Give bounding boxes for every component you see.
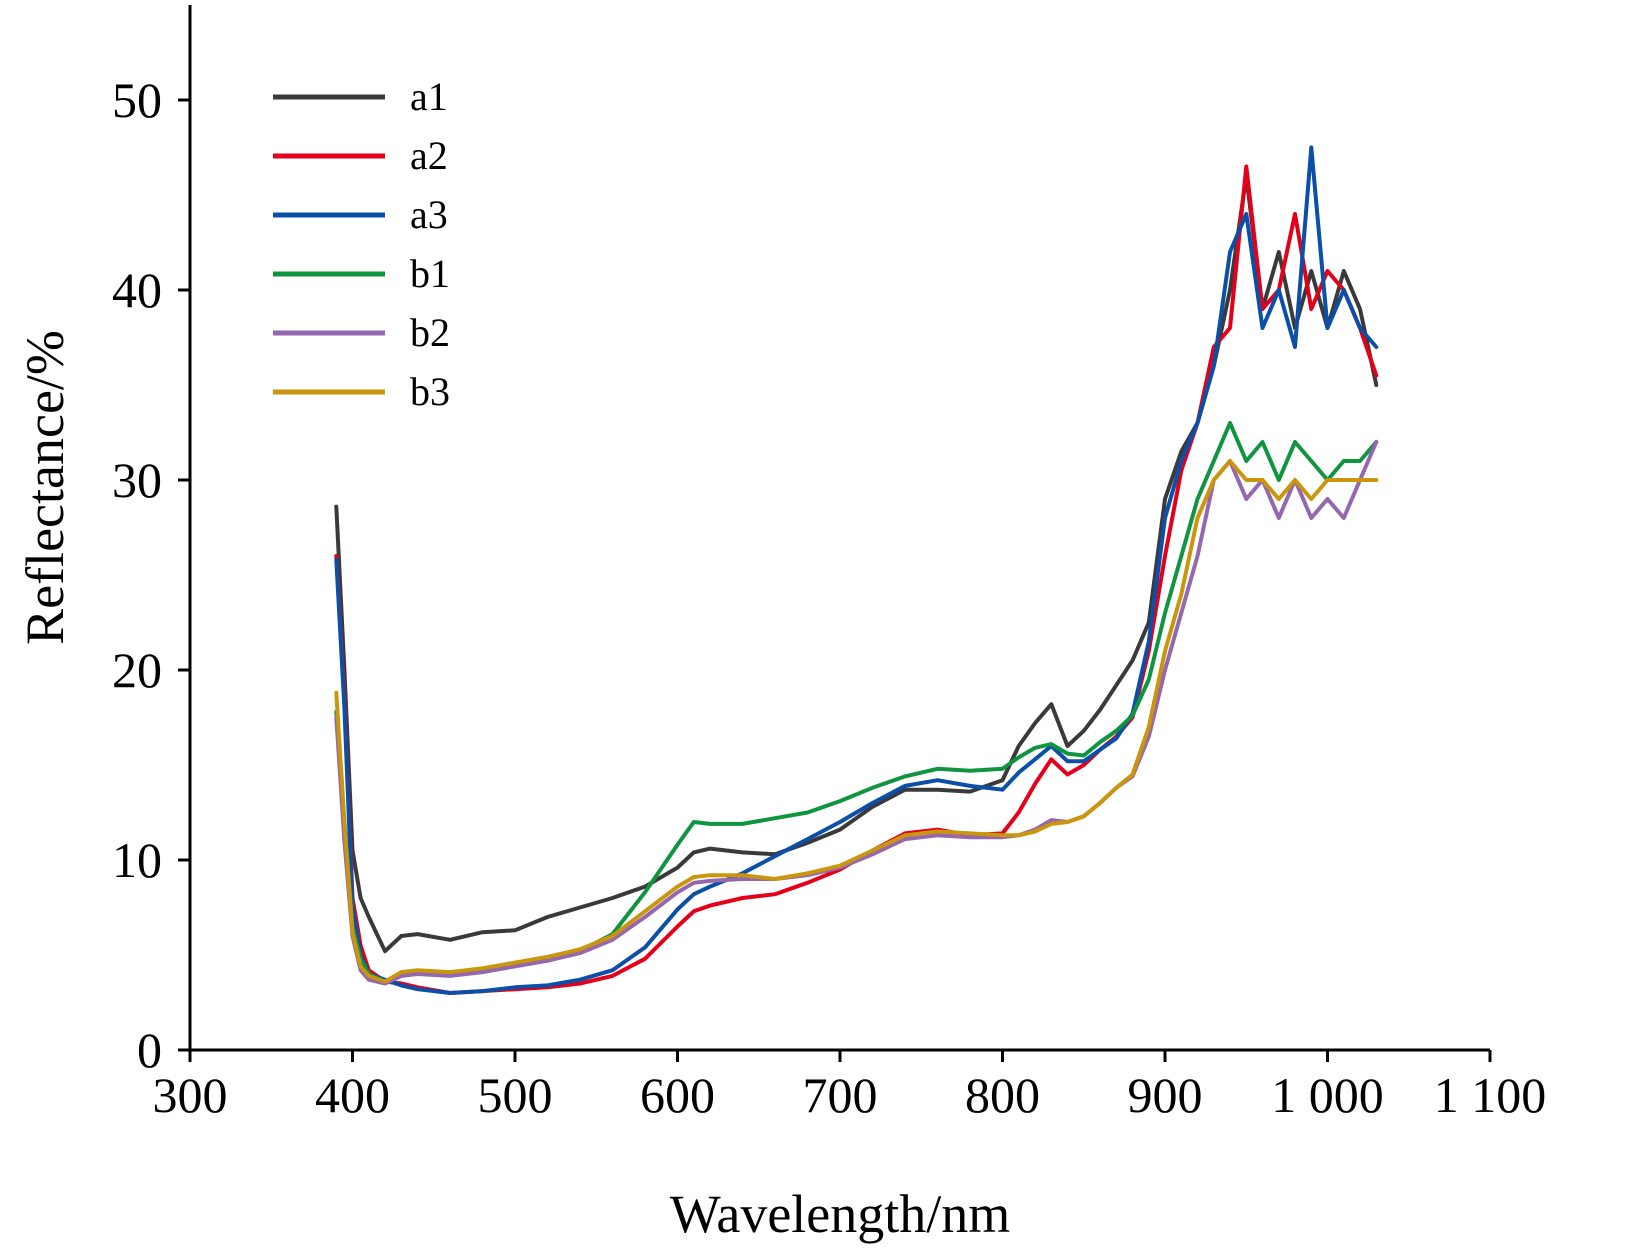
legend-label-a2: a2 — [410, 133, 448, 178]
legend-label-b1: b1 — [410, 251, 450, 296]
series-line-b1 — [334, 421, 1379, 984]
x-tick-label: 500 — [478, 1067, 553, 1123]
y-axis-title: Reflectance/% — [15, 330, 75, 645]
x-tick-label: 1 100 — [1434, 1067, 1547, 1123]
legend-label-b3: b3 — [410, 369, 450, 414]
series-line-b2 — [334, 440, 1379, 986]
series-line-a3 — [334, 145, 1379, 995]
y-tick-label: 50 — [112, 72, 162, 128]
legend: a1 a2 a3 b1 b2 b3 — [273, 74, 450, 414]
legend-label-b2: b2 — [410, 310, 450, 355]
y-tick-label: 40 — [112, 262, 162, 318]
legend-label-a3: a3 — [410, 192, 448, 237]
x-axis-title: Wavelength/nm — [670, 1184, 1011, 1244]
x-tick-label: 600 — [640, 1067, 715, 1123]
series-line-b3 — [334, 459, 1379, 984]
y-tick-label: 30 — [112, 452, 162, 508]
x-tick-label: 1 000 — [1271, 1067, 1384, 1123]
x-tick-label: 900 — [1128, 1067, 1203, 1123]
legend-label-a1: a1 — [410, 74, 448, 119]
series-line-a1 — [334, 174, 1379, 954]
x-tick-label: 400 — [315, 1067, 390, 1123]
x-tick-label: 700 — [803, 1067, 878, 1123]
series-line-a2 — [334, 164, 1379, 995]
x-tick-label: 800 — [965, 1067, 1040, 1123]
y-tick-label: 20 — [112, 642, 162, 698]
x-tick-label: 300 — [153, 1067, 228, 1123]
axes: 300 400 500 600 700 800 900 1 000 1 100010203040… — [112, 5, 1546, 1123]
y-tick-label: 0 — [137, 1022, 162, 1078]
y-tick-label: 10 — [112, 832, 162, 888]
series-layer — [334, 145, 1379, 995]
